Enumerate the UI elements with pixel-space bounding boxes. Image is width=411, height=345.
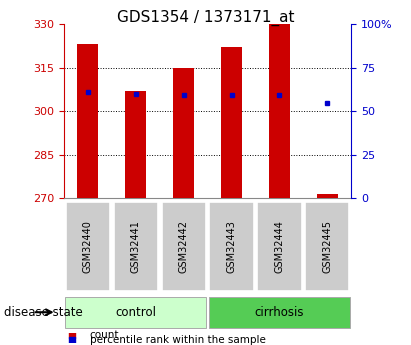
- Bar: [210, 202, 254, 292]
- Text: cirrhosis: cirrhosis: [255, 306, 304, 319]
- Text: count: count: [90, 331, 119, 340]
- Bar: [77, 45, 99, 198]
- Text: GSM32444: GSM32444: [275, 220, 284, 273]
- Text: GSM32443: GSM32443: [226, 220, 236, 273]
- Text: control: control: [115, 306, 156, 319]
- Text: GDS1354 / 1373171_at: GDS1354 / 1373171_at: [117, 10, 294, 26]
- Bar: [65, 297, 206, 328]
- Text: GSM32442: GSM32442: [179, 220, 189, 273]
- Text: GSM32441: GSM32441: [131, 220, 141, 273]
- Bar: [221, 47, 242, 198]
- Bar: [113, 202, 158, 292]
- Text: disease state: disease state: [4, 306, 83, 319]
- Bar: [269, 24, 290, 198]
- Text: GSM32445: GSM32445: [323, 220, 332, 273]
- Bar: [125, 91, 146, 198]
- Bar: [257, 202, 302, 292]
- Bar: [173, 68, 194, 198]
- Bar: [209, 297, 350, 328]
- Bar: [66, 202, 110, 292]
- Text: percentile rank within the sample: percentile rank within the sample: [90, 335, 266, 345]
- Bar: [305, 202, 349, 292]
- Bar: [316, 194, 338, 198]
- Text: GSM32440: GSM32440: [83, 220, 92, 273]
- Bar: [162, 202, 206, 292]
